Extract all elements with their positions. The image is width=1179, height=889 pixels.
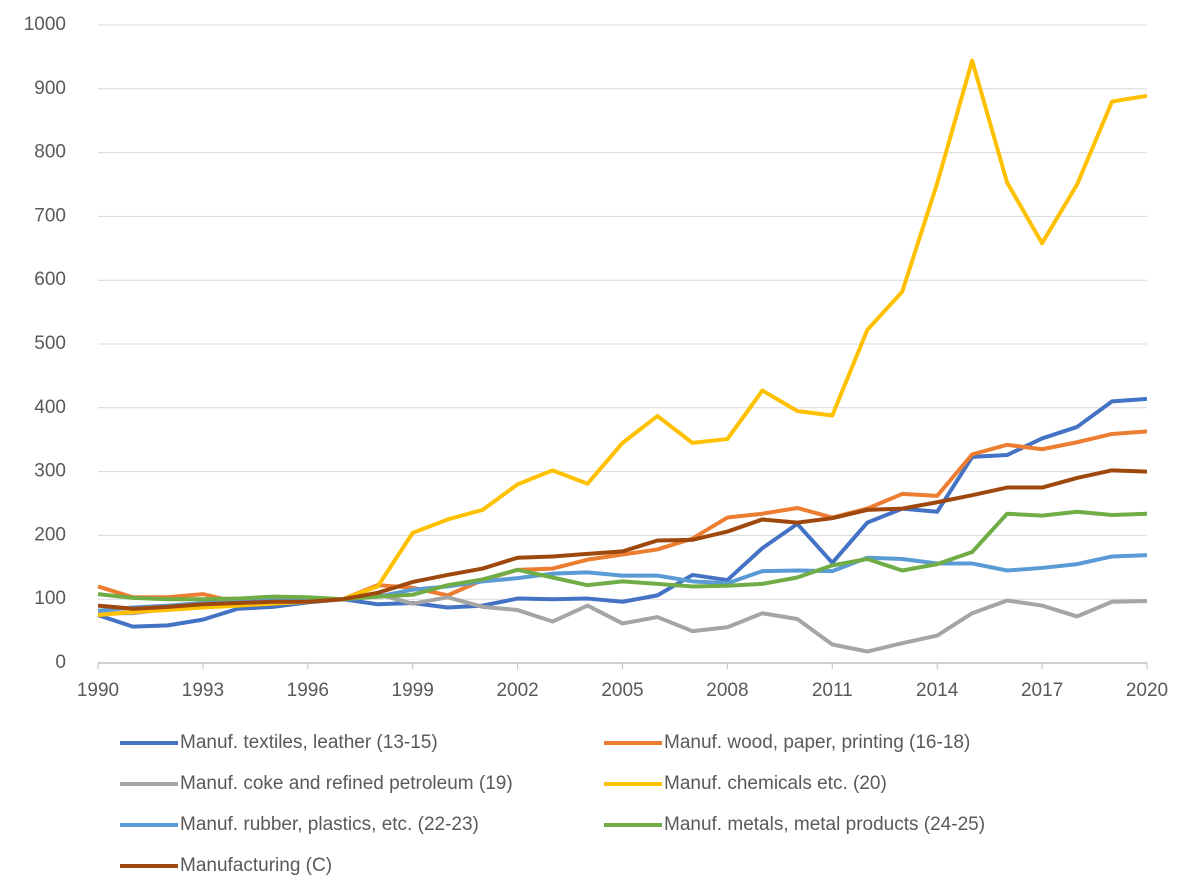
y-tick-label: 400	[34, 397, 66, 418]
x-tick-label: 1996	[287, 680, 329, 701]
x-tick-label: 2002	[496, 680, 538, 701]
legend-label: Manuf. metals, metal products (24-25)	[664, 814, 985, 835]
legend-label: Manuf. textiles, leather (13-15)	[180, 732, 438, 753]
y-tick-label: 700	[34, 205, 66, 226]
x-tick-label: 2011	[812, 680, 853, 701]
y-tick-label: 0	[55, 652, 66, 673]
y-tick-label: 900	[34, 78, 66, 99]
y-tick-label: 800	[34, 142, 66, 163]
series-line	[97, 553, 1148, 613]
x-tick-label: 2005	[601, 680, 643, 701]
y-tick-label: 600	[34, 269, 66, 290]
legend-label: Manuf. coke and refined petroleum (19)	[180, 773, 513, 794]
y-tick-label: 100	[34, 588, 66, 609]
series-line	[97, 509, 1148, 602]
series-line	[97, 468, 1148, 611]
x-tick-label: 2014	[916, 680, 959, 701]
series-line	[97, 396, 1148, 629]
y-tick-label: 500	[34, 333, 66, 354]
y-tick-label: 1000	[24, 14, 66, 35]
x-tick-label: 1993	[182, 680, 224, 701]
y-tick-label: 300	[34, 461, 66, 482]
x-tick-label: 2017	[1021, 680, 1063, 701]
legend-label: Manuf. rubber, plastics, etc. (22-23)	[180, 814, 479, 835]
x-tick-label: 2008	[706, 680, 748, 701]
x-tick-label: 2020	[1126, 680, 1168, 701]
x-tick-label: 1990	[77, 680, 119, 701]
legend-label: Manufacturing (C)	[180, 855, 332, 876]
legend-label: Manuf. chemicals etc. (20)	[664, 773, 887, 794]
x-tick-label: 1999	[392, 680, 434, 701]
y-tick-label: 200	[34, 524, 66, 545]
legend-label: Manuf. wood, paper, printing (16-18)	[664, 732, 970, 753]
